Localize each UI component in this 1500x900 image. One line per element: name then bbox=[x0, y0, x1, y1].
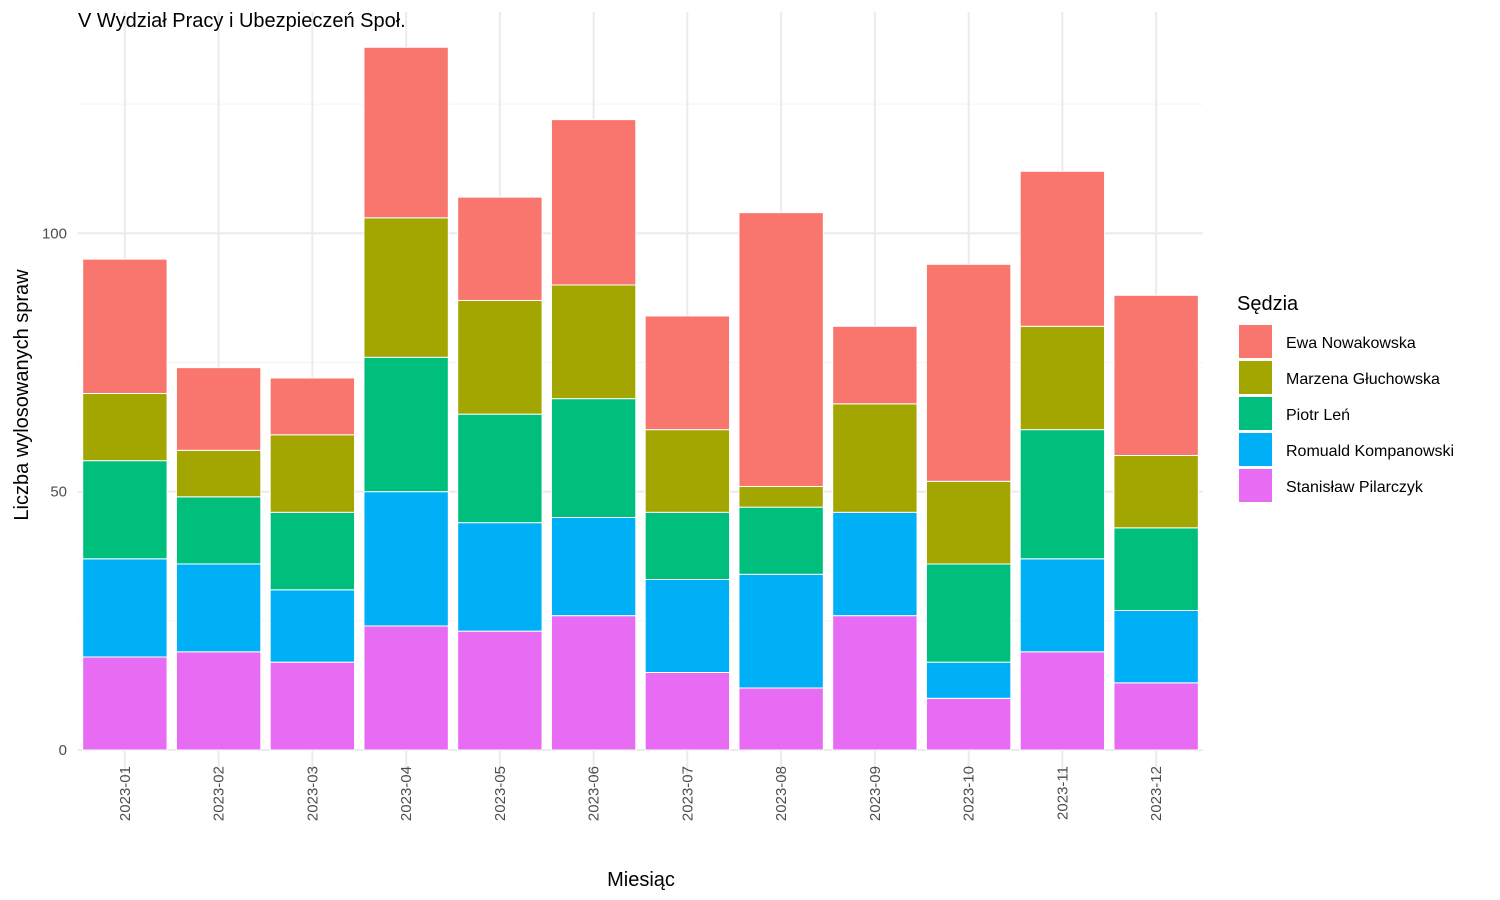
legend: Sędzia Ewa Nowakowska Marzena Głuchowska P… bbox=[1237, 293, 1454, 502]
legend-label: Marzena Głuchowska bbox=[1286, 371, 1440, 388]
bar-segment bbox=[82, 258, 168, 394]
bar-segment bbox=[644, 671, 731, 751]
x-tick-label: 2023-09 bbox=[867, 766, 884, 821]
bar-segment bbox=[644, 315, 731, 431]
x-tick-label: 2023-03 bbox=[304, 766, 321, 821]
bar-segment bbox=[363, 46, 449, 219]
bar-segment bbox=[1113, 454, 1199, 529]
bar-segment bbox=[644, 429, 731, 513]
legend-label: Piotr Leń bbox=[1286, 407, 1350, 424]
bar-segment bbox=[457, 522, 543, 632]
x-tick-label: 2023-06 bbox=[586, 766, 603, 821]
bar-segment bbox=[832, 615, 918, 751]
y-tick-label: 0 bbox=[59, 742, 67, 759]
bar-segment bbox=[925, 480, 1012, 565]
y-axis-ticks: 0 50 100 bbox=[42, 225, 67, 759]
legend-swatch bbox=[1239, 433, 1272, 466]
bar-segment bbox=[269, 589, 356, 663]
bar-segment bbox=[1019, 170, 1106, 327]
bar-segment bbox=[1113, 294, 1199, 456]
y-tick-label: 100 bbox=[42, 225, 67, 242]
legend-label: Romuald Kompanowski bbox=[1286, 443, 1454, 460]
bar-segment bbox=[738, 485, 824, 508]
legend-label: Stanisław Pilarczyk bbox=[1286, 479, 1424, 496]
x-tick-label: 2023-01 bbox=[117, 766, 134, 821]
bar-segment bbox=[738, 212, 824, 487]
bar-segment bbox=[363, 217, 449, 358]
bar-segment bbox=[457, 413, 543, 524]
x-tick-label: 2023-11 bbox=[1054, 766, 1071, 820]
legend-swatch bbox=[1239, 325, 1272, 358]
bar-segment bbox=[82, 392, 168, 462]
y-axis-title: Liczba wylosowanych spraw bbox=[11, 269, 33, 521]
legend-title: Sędzia bbox=[1237, 293, 1299, 315]
bar-segment bbox=[550, 398, 637, 518]
bar-segment bbox=[175, 367, 262, 451]
bar-segment bbox=[457, 630, 543, 751]
x-tick-label: 2023-02 bbox=[211, 766, 228, 821]
y-tick-label: 50 bbox=[50, 484, 67, 501]
bar-segment bbox=[269, 434, 356, 513]
bar-segment bbox=[363, 356, 449, 493]
bars bbox=[82, 46, 1199, 751]
bar-segment bbox=[644, 578, 731, 673]
bar-segment bbox=[925, 661, 1012, 699]
bar-segment bbox=[738, 687, 824, 751]
bar-segment bbox=[269, 661, 356, 751]
bar-segment bbox=[363, 625, 449, 751]
legend-swatch bbox=[1239, 469, 1272, 502]
bar-segment bbox=[550, 284, 637, 400]
bar-segment bbox=[175, 563, 262, 653]
bar-segment bbox=[832, 511, 918, 617]
bar-segment bbox=[925, 697, 1012, 751]
bar-segment bbox=[82, 656, 168, 751]
legend-label: Ewa Nowakowska bbox=[1286, 335, 1416, 352]
bar-segment bbox=[175, 496, 262, 565]
bar-segment bbox=[82, 460, 168, 560]
bar-segment bbox=[644, 511, 731, 580]
bar-segment bbox=[175, 449, 262, 498]
bar-segment bbox=[269, 377, 356, 436]
x-tick-label: 2023-05 bbox=[492, 766, 509, 821]
x-tick-label: 2023-04 bbox=[398, 766, 415, 821]
bar-segment bbox=[1019, 558, 1106, 653]
x-tick-label: 2023-12 bbox=[1148, 766, 1165, 821]
chart-title: V Wydział Pracy i Ubezpieczeń Społ. bbox=[78, 10, 406, 32]
legend-swatch bbox=[1239, 397, 1272, 430]
bar-segment bbox=[1113, 609, 1199, 684]
bar-segment bbox=[738, 506, 824, 575]
bar-segment bbox=[550, 516, 637, 617]
bar-segment bbox=[832, 325, 918, 405]
bar-segment bbox=[1113, 527, 1199, 611]
x-tick-label: 2023-07 bbox=[679, 766, 696, 821]
bar-segment bbox=[550, 615, 637, 751]
bar-segment bbox=[1019, 429, 1106, 560]
bar-segment bbox=[925, 563, 1012, 663]
bar-segment bbox=[175, 651, 262, 751]
x-tick-label: 2023-10 bbox=[961, 766, 978, 821]
bar-segment bbox=[269, 511, 356, 591]
bar-segment bbox=[457, 299, 543, 415]
bar-segment bbox=[1019, 651, 1106, 751]
x-axis-ticks: 2023-01 2023-02 2023-03 2023-04 2023-05 2023-… bbox=[117, 766, 1165, 821]
bar-segment bbox=[550, 119, 637, 286]
bar-segment bbox=[1113, 682, 1199, 751]
bar-segment bbox=[925, 263, 1012, 482]
bar-segment bbox=[1019, 325, 1106, 431]
bar-segment bbox=[738, 573, 824, 689]
bar-segment bbox=[457, 196, 543, 301]
x-axis-title: Miesiąc bbox=[607, 869, 675, 891]
legend-swatch bbox=[1239, 361, 1272, 394]
x-tick-label: 2023-08 bbox=[773, 766, 790, 821]
bar-segment bbox=[82, 558, 168, 658]
bar-segment bbox=[363, 491, 449, 627]
bar-segment bbox=[832, 403, 918, 513]
